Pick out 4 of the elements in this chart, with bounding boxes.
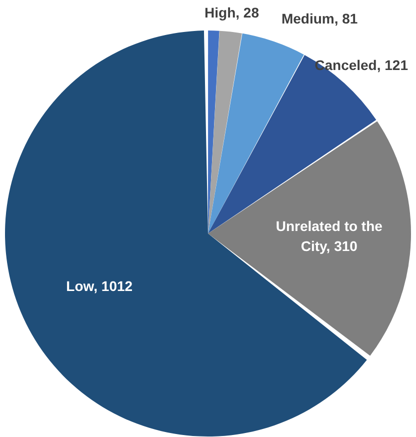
slice-label: Unrelated to the City, 310	[276, 218, 383, 254]
slice-label: Low, 1012	[66, 278, 133, 294]
slice-label: High, 28	[204, 4, 260, 21]
slice-label: Medium, 81	[281, 10, 358, 27]
